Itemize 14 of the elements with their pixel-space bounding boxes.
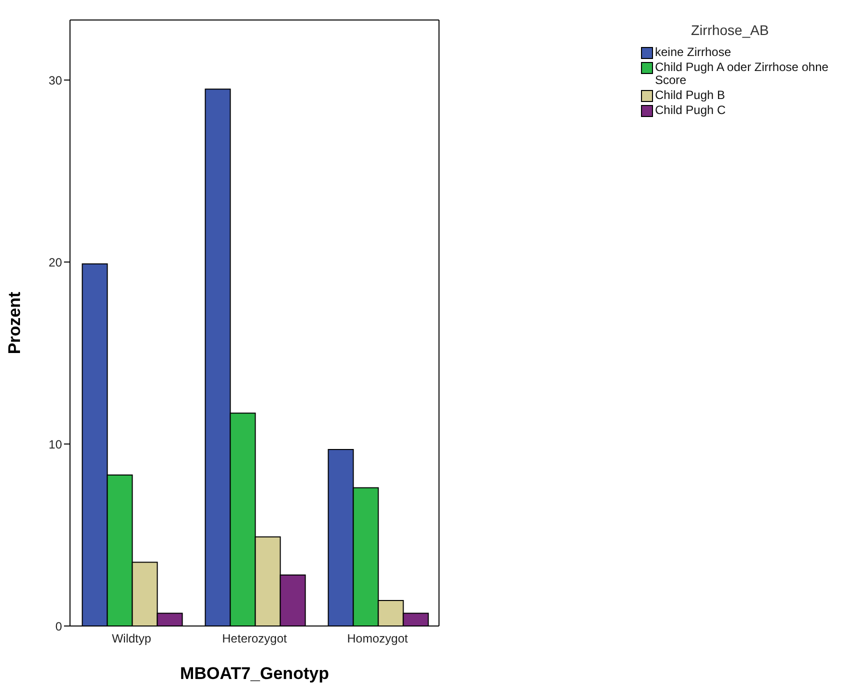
- legend-label: Child Pugh C: [655, 103, 726, 117]
- x-tick-label: Heterozygot: [222, 632, 288, 646]
- legend-title: Zirrhose_AB: [691, 22, 770, 38]
- y-tick-label: 20: [48, 255, 62, 270]
- legend-label: Child Pugh A oder Zirrhose ohne Score: [655, 60, 830, 87]
- legend-label: Child Pugh B: [655, 88, 726, 102]
- y-tick-label: 0: [55, 619, 62, 634]
- x-tick-label: Wildtyp: [112, 632, 152, 646]
- legend-label: keine Zirrhose: [655, 45, 732, 59]
- y-axis-title: Prozent: [5, 291, 24, 354]
- y-tick-label: 10: [48, 437, 62, 452]
- y-tick-label: 30: [48, 73, 62, 88]
- x-tick-label: Homozygot: [347, 632, 409, 646]
- x-axis-title: MBOAT7_Genotyp: [180, 664, 329, 683]
